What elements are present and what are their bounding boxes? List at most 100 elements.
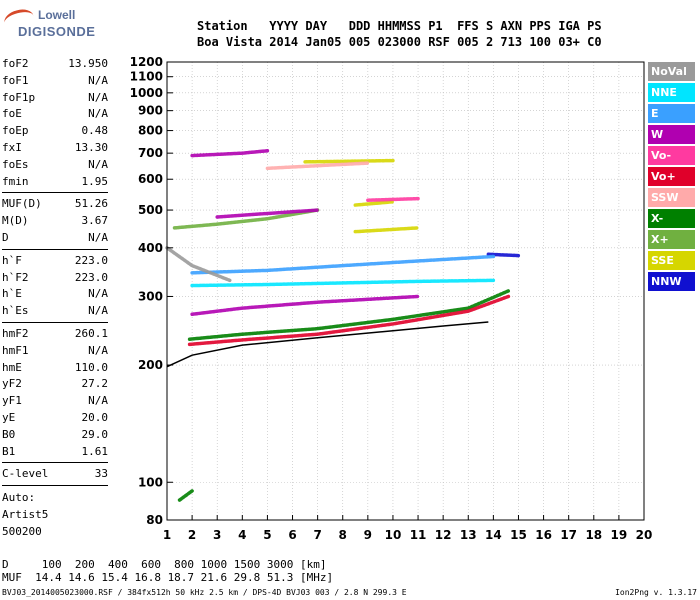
y-tick-label: 300 — [138, 289, 163, 303]
param-row-foe: foE N/A — [2, 106, 108, 123]
param-label: h`E — [2, 287, 22, 301]
param-row-fof1p: foF1p N/A — [2, 90, 108, 107]
legend-item-vo-: Vo- — [648, 146, 695, 165]
param-label: foF1 — [2, 73, 29, 87]
y-tick-label: 700 — [138, 146, 163, 160]
param-value: 13.950 — [68, 57, 108, 70]
param-value: 223.0 — [74, 253, 108, 267]
param-value: N/A — [88, 157, 108, 171]
x-tick-label: 2 — [188, 528, 196, 542]
logo-line2: DIGISONDE — [18, 24, 96, 39]
x-tick-label: 7 — [313, 528, 321, 542]
distance-muf-table: D 100 200 400 600 800 1000 1500 3000 [km… — [2, 558, 333, 584]
param-label: foEs — [2, 157, 29, 171]
echo-trace-nne — [190, 278, 496, 288]
muf-row: MUF 14.4 14.6 15.4 16.8 18.7 21.6 29.8 5… — [2, 571, 334, 584]
header-line2: Boa Vista 2014 Jan05 005 023000 RSF 005 … — [197, 35, 602, 49]
x-tick-label: 11 — [410, 528, 427, 542]
distance-row: D 100 200 400 600 800 1000 1500 3000 [km… — [2, 558, 327, 571]
x-tick-label: 18 — [585, 528, 602, 542]
param-row-hmf2: hmF2 260.1 — [2, 326, 108, 343]
param-value: N/A — [88, 230, 108, 244]
param-label: B1 — [2, 444, 16, 458]
ionogram-plot: 8010020030040050060070080090010001100120… — [130, 55, 653, 542]
auto-line1: Auto: — [2, 491, 36, 505]
echo-traces — [165, 149, 521, 502]
param-row-foes: foEs N/A — [2, 157, 108, 174]
param-value: 20.0 — [81, 410, 109, 424]
x-tick-label: 5 — [263, 528, 271, 542]
x-tick-label: 16 — [535, 528, 552, 542]
param-value: 29.0 — [81, 427, 109, 441]
echo-trace-w — [190, 294, 420, 317]
param-row-fxi: fxI 13.30 — [2, 140, 108, 157]
param-row-fof1: foF1 N/A — [2, 73, 108, 90]
legend-item-x-: X+ — [648, 230, 695, 249]
x-tick-label: 13 — [460, 528, 477, 542]
scaled-parameters-panel: foF2 13.950 foF1 N/A foF1p N/A foE N/A foEp 0.48 f… — [2, 56, 108, 540]
x-tick-label: 15 — [510, 528, 527, 542]
legend-item-sse: SSE — [648, 251, 695, 270]
param-row-foep: foEp 0.48 — [2, 123, 108, 140]
separator — [2, 462, 108, 464]
autoscaling-info: Auto: Artist5 500200 — [2, 489, 108, 540]
param-label: foE — [2, 107, 22, 121]
y-axis-ticks: 80 100 200 300 400 500 600 700 800 900 1000 1100120… — [130, 55, 173, 527]
param-row-ye: yE 20.0 — [2, 410, 108, 427]
echo-trace-e — [190, 254, 496, 275]
y-tick-label: 600 — [138, 172, 163, 186]
station-header: Station YYYY DAY DDD HHMMSS P1 FFS S AXN… — [197, 18, 602, 50]
params-group-critical-frequencies: foF2 13.950 foF1 N/A foF1p N/A foE N/A foEp 0.48 f… — [2, 56, 108, 190]
param-row-d: D N/A — [2, 230, 108, 247]
param-label: yF2 — [2, 377, 22, 391]
y-tick-label: 1000 — [130, 86, 163, 100]
param-label: foF1p — [2, 90, 36, 104]
param-label: yF1 — [2, 394, 22, 408]
param-label: hmF1 — [2, 343, 29, 357]
x-tick-label: 20 — [636, 528, 653, 542]
echo-trace-x- — [177, 489, 194, 502]
param-row-muf-d: MUF(D) 51.26 — [2, 196, 108, 213]
y-tick-label: 80 — [146, 513, 163, 527]
x-tick-label: 19 — [611, 528, 628, 542]
echo-trace-nnw — [486, 252, 521, 258]
x-tick-label: 12 — [435, 528, 452, 542]
electron-density-profile-curve — [166, 321, 489, 368]
lowell-digisonde-logo: Lowell DIGISONDE — [2, 6, 95, 44]
param-row-fmin: fmin 1.95 — [2, 174, 108, 191]
separator — [2, 248, 108, 250]
y-tick-label: 900 — [138, 104, 163, 118]
echo-trace-ssw — [265, 161, 370, 171]
echo-trace-x- — [172, 208, 320, 230]
param-label: B0 — [2, 427, 16, 441]
separator — [2, 321, 108, 323]
x-tick-label: 1 — [163, 528, 171, 542]
param-value: 13.30 — [74, 140, 108, 154]
param-row-hmf1: hmF1 N/A — [2, 343, 108, 360]
param-label: M(D) — [2, 214, 29, 228]
param-value: 260.1 — [74, 326, 108, 340]
y-tick-label: 400 — [138, 241, 163, 255]
param-label: fxI — [2, 140, 22, 154]
param-label: h`Es — [2, 304, 29, 318]
x-tick-label: 10 — [385, 528, 402, 542]
param-row-hme: hmE 110.0 — [2, 360, 108, 377]
y-tick-label: 500 — [138, 203, 163, 217]
separator — [2, 192, 108, 194]
param-label: foF2 — [2, 57, 29, 70]
param-label: D — [2, 230, 9, 244]
echo-trace-vo- — [366, 196, 420, 202]
file-info-footer: BVJ03_2014005023000.RSF / 384fx512h 50 k… — [2, 588, 407, 597]
auto-line3: 500200 — [2, 525, 42, 539]
param-row-m-d: M(D) 3.67 — [2, 213, 108, 230]
param-value: N/A — [88, 304, 108, 318]
param-row-h-f2: h`F2 223.0 — [2, 270, 108, 287]
param-value: N/A — [88, 343, 108, 357]
param-label: h`F — [2, 253, 22, 267]
x-tick-label: 17 — [560, 528, 577, 542]
echo-trace-noval — [165, 246, 232, 283]
x-tick-label: 4 — [238, 528, 246, 542]
version-label: Ion2Png v. 1.3.17 — [615, 588, 697, 597]
param-row-fof2: foF2 13.950 — [2, 56, 108, 73]
echo-trace-sse — [353, 226, 420, 234]
